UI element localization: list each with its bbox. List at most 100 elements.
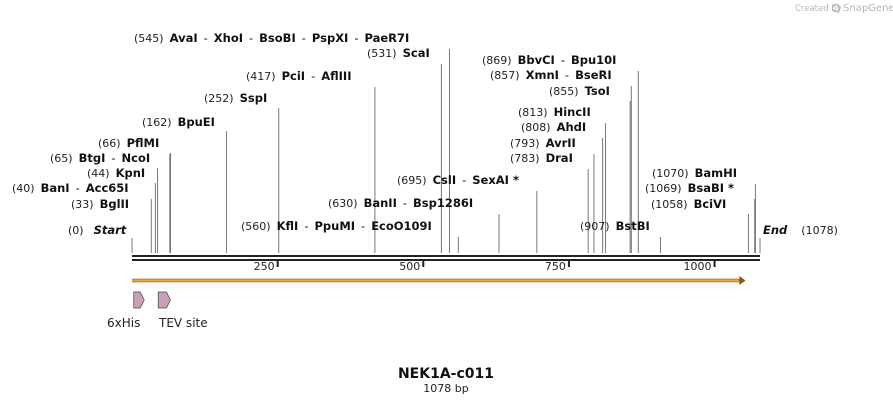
site-position: (630)	[328, 197, 358, 210]
enzyme-name: DraI	[546, 151, 573, 165]
site-separator: -	[403, 196, 407, 210]
site-position: (531)	[367, 47, 397, 60]
site-separator: -	[111, 151, 115, 165]
enzyme-name: AvaI	[170, 31, 198, 45]
enzyme-name: Bpu10I	[571, 53, 616, 67]
site-position: (869)	[482, 54, 512, 67]
snapgene-watermark: Created by SnapGene	[795, 3, 893, 14]
site-label: (808) AhdI	[521, 120, 586, 134]
end-label-end: End (1078)	[763, 223, 838, 237]
enzyme-name: BpuEI	[178, 115, 215, 129]
end-label-start: (0) Start	[68, 223, 127, 237]
enzyme-name: ScaI	[403, 46, 430, 60]
sequence-backbone	[132, 255, 760, 261]
site-separator: -	[304, 219, 308, 233]
site-label: (855) TsoI	[549, 84, 610, 98]
site-label: (1070) BamHI	[652, 166, 737, 180]
enzyme-name: AflIII	[321, 69, 351, 83]
site-separator: -	[311, 69, 315, 83]
enzyme-name: BsoBI	[259, 31, 296, 45]
enzyme-name: AvrII	[546, 136, 576, 150]
site-separator: -	[561, 53, 565, 67]
site-label: (907) BstBI	[580, 219, 650, 233]
enzyme-name: SspI	[240, 91, 268, 105]
enzyme-name: PspXI	[312, 31, 348, 45]
end-name: Start	[94, 223, 127, 237]
ruler-tick-label: 250	[254, 260, 275, 273]
site-labels: (33) BglII (40) BanI - Acc65I(44) KpnI(65) BtgI…	[12, 31, 737, 233]
site-separator: -	[462, 173, 466, 187]
site-separator: -	[204, 31, 208, 45]
end-position: (0)	[68, 224, 84, 237]
feature-track: 6xHis TEV site	[107, 276, 746, 330]
ruler-tick-label: 750	[545, 260, 566, 273]
site-position: (857)	[490, 69, 520, 82]
site-label: (417) PciI - AflIII	[246, 69, 351, 83]
site-label: (33) BglII	[71, 197, 129, 211]
site-position: (695)	[397, 174, 427, 187]
enzyme-name: BsaBI *	[688, 181, 734, 195]
site-position: (66)	[98, 137, 121, 150]
site-label: (813) HincII	[518, 105, 591, 119]
site-position: (783)	[510, 152, 540, 165]
ruler-tick-label: 500	[399, 260, 420, 273]
site-position: (1069)	[645, 182, 682, 195]
enzyme-name: SexAI *	[472, 173, 519, 187]
end-position: (1078)	[801, 224, 838, 237]
enzyme-name: XmnI	[526, 68, 559, 82]
site-label: (793) AvrII	[510, 136, 576, 150]
feature-arrow	[133, 291, 145, 309]
site-position: (44)	[87, 167, 110, 180]
ruler-ticks: 250 500 750 1000	[254, 260, 716, 273]
site-label: (252) SspI	[204, 91, 267, 105]
enzyme-name: CslI	[433, 173, 457, 187]
site-position: (793)	[510, 137, 540, 150]
enzyme-name: PciI	[282, 69, 305, 83]
enzyme-name: BanI	[41, 181, 70, 195]
sequence-end-labels: (0) Start End (1078)	[68, 223, 838, 253]
site-label: (630) BanII - Bsp1286I	[328, 196, 473, 210]
site-position: (907)	[580, 220, 610, 233]
enzyme-name: BseRI	[575, 68, 612, 82]
site-separator: -	[354, 31, 358, 45]
site-position: (252)	[204, 92, 234, 105]
enzyme-name: BtgI	[79, 151, 106, 165]
site-leader-lines	[150, 49, 756, 253]
site-label: (65) BtgI - NcoI	[50, 151, 150, 165]
end-name: End	[763, 223, 788, 237]
snapgene-logo-icon	[831, 3, 841, 13]
feature-arrow	[157, 291, 171, 309]
brand-name: SnapGene	[843, 3, 893, 14]
enzyme-name: BstBI	[616, 219, 650, 233]
enzyme-name: NcoI	[122, 151, 151, 165]
site-position: (40)	[12, 182, 35, 195]
site-label: (66) PflMI	[98, 136, 159, 150]
site-position: (855)	[549, 85, 579, 98]
ruler-tick-label: 1000	[684, 260, 712, 273]
site-position: (417)	[246, 70, 276, 83]
site-separator: -	[565, 68, 569, 82]
site-position: (808)	[521, 121, 551, 134]
site-label: (545) AvaI - XhoI - BsoBI - PspXI - PaeR7I	[134, 31, 409, 45]
enzyme-name: Acc65I	[86, 181, 129, 195]
site-label: (531) ScaI	[367, 46, 430, 60]
enzyme-name: KpnI	[116, 166, 146, 180]
enzyme-name: BbvCI	[518, 53, 555, 67]
site-label: (162) BpuEI	[142, 115, 215, 129]
site-position: (813)	[518, 106, 548, 119]
sequence-length: 1078 bp	[423, 382, 468, 395]
site-position: (33)	[71, 198, 94, 211]
sequence-title: NEK1A-c011	[398, 366, 494, 382]
enzyme-name: AhdI	[557, 120, 587, 134]
enzyme-name: TsoI	[585, 84, 610, 98]
feature-label: TEV site	[158, 316, 208, 330]
site-label: (695) CslI - SexAI *	[397, 173, 519, 187]
enzyme-name: PaeR7I	[365, 31, 410, 45]
site-label: (783) DraI	[510, 151, 573, 165]
site-label: (560) KflI - PpuMI - EcoO109I	[241, 219, 432, 233]
feature-label: 6xHis	[107, 316, 140, 330]
enzyme-name: BglII	[100, 197, 130, 211]
site-position: (162)	[142, 116, 172, 129]
site-label: (1058) BciVI	[651, 197, 726, 211]
site-separator: -	[302, 31, 306, 45]
